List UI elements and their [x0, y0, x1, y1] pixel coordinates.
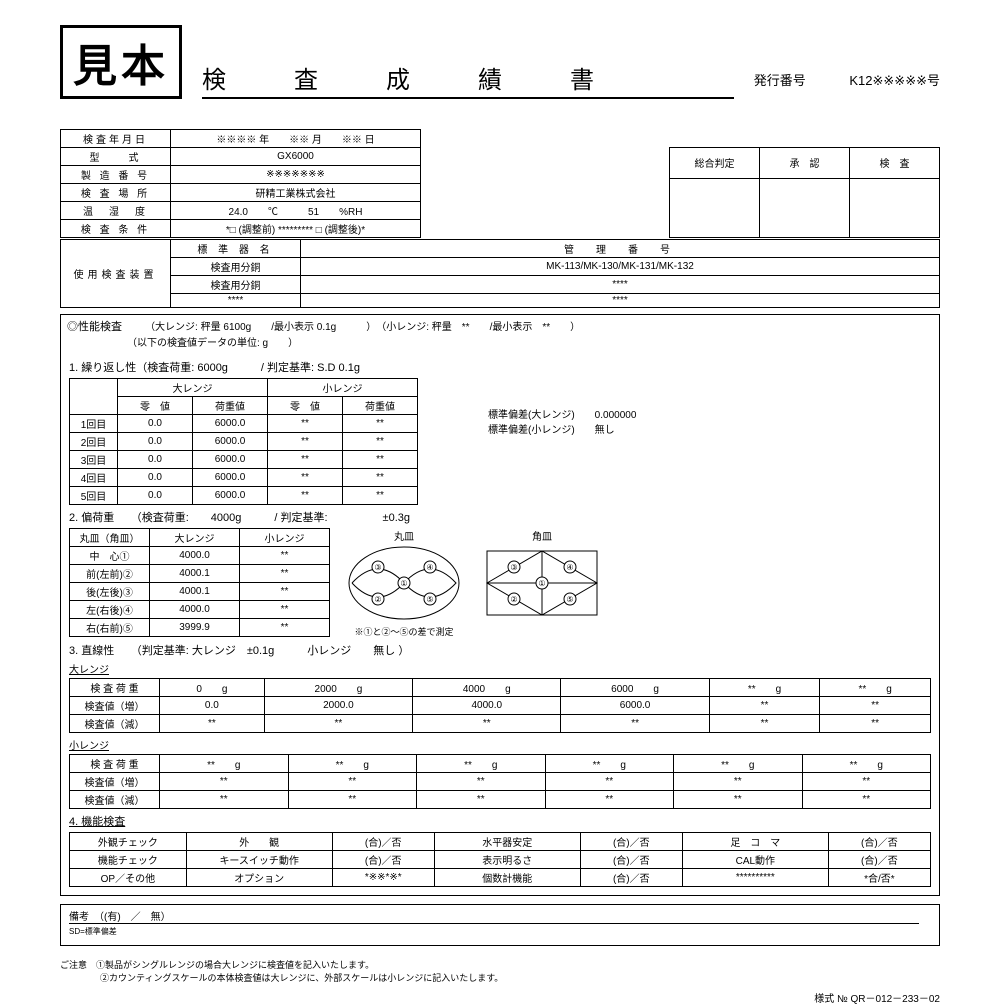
performance-header: ◎性能検査 （大レンジ: 秤量 6100g /最小表示 0.1g ） （小レンジ… [60, 314, 940, 352]
round-pan-diagram: ① ③ ④ ② ⑤ [344, 543, 464, 623]
section-function: 4. 機能検査 外観チェック外 観(合)／否水平器安定(合)／否足 コ マ(合)… [69, 813, 931, 887]
svg-text:②: ② [510, 595, 517, 604]
svg-text:③: ③ [374, 563, 381, 572]
section-linearity: 3. 直線性 （判定基準: 大レンジ ±0.1g 小レンジ 無し ） 大レンジ … [69, 642, 931, 809]
form-number: 様式 № QR－012－233－02 [60, 990, 940, 1005]
info-table: 検査年月日※※※※ 年 ※※ 月 ※※ 日型 式GX6000製 造 番 号※※※… [60, 129, 421, 238]
document-title: 検 査 成 績 書 [202, 60, 734, 99]
svg-text:①: ① [538, 579, 545, 588]
svg-text:④: ④ [426, 563, 433, 572]
sample-stamp: 見本 [60, 25, 182, 99]
issue-number: 発行番号 K12※※※※※号 [754, 70, 940, 89]
svg-text:①: ① [400, 579, 407, 588]
svg-text:④: ④ [566, 563, 573, 572]
sd-note: 標準偏差(大レンジ) 0.000000 標準偏差(小レンジ) 無し [488, 408, 636, 505]
svg-text:②: ② [374, 595, 381, 604]
judgement-table: 総合判定 承 認 検 査 [669, 147, 940, 238]
remarks-box: 備考 （(有) ／ 無） SD=標準偏差 [60, 904, 940, 946]
footer-notes: ご注意 ①製品がシングルレンジの場合大レンジに検査値を記入いたします。 ②カウン… [60, 958, 940, 984]
svg-text:⑤: ⑤ [426, 595, 433, 604]
device-table: 使用検査装置 標 準 器 名 管 理 番 号 検査用分銅MK-113/MK-13… [60, 239, 940, 308]
square-pan-diagram: ① ③ ④ ② ⑤ [482, 543, 602, 623]
svg-text:⑤: ⑤ [566, 595, 573, 604]
section-corner-load: 2. 偏荷重 （検査荷重: 4000g / 判定基準: ±0.3g 丸皿（角皿）… [69, 509, 931, 638]
svg-text:③: ③ [510, 563, 517, 572]
section-repeatability: 1. 繰り返し性（検査荷重: 6000g / 判定基準: S.D 0.1g 大レ… [69, 359, 931, 505]
